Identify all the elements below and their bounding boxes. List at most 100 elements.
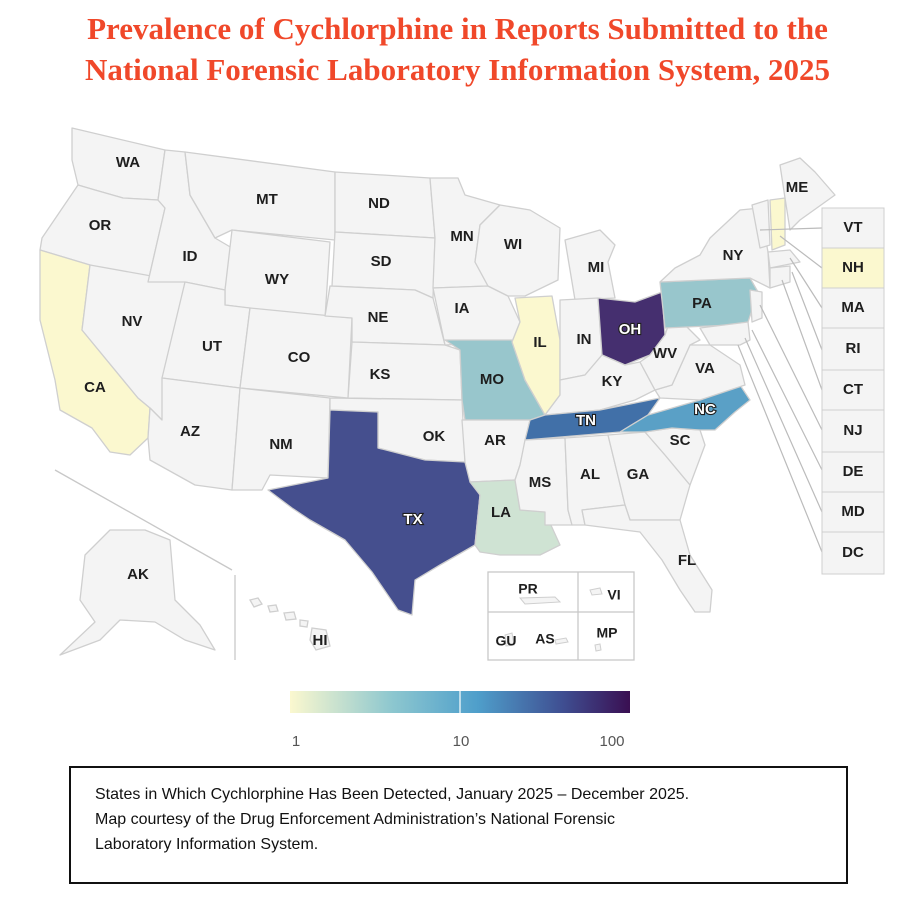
label-AK: AK xyxy=(127,566,149,583)
territory-GU-shape[interactable] xyxy=(504,632,515,647)
state-AK[interactable] xyxy=(59,529,216,656)
legend-tick-100: 100 xyxy=(599,733,624,750)
map-title: Prevalence of Cychlorphine in Reports Su… xyxy=(0,8,915,90)
caption-line-2: Map courtesy of the Drug Enforcement Adm… xyxy=(95,811,615,828)
territory-VI-shape[interactable] xyxy=(589,587,603,596)
state-MI[interactable] xyxy=(564,229,616,301)
map-title-line-1: Prevalence of Cychlorphine in Reports Su… xyxy=(87,11,828,46)
territory-MP-shape[interactable] xyxy=(594,643,602,652)
leader-RI xyxy=(791,271,823,351)
label-PA: PA xyxy=(692,295,712,312)
label-ME: ME xyxy=(786,179,809,196)
side-box-DC[interactable] xyxy=(821,531,885,575)
leader-NH xyxy=(779,235,823,269)
label-WI: WI xyxy=(504,236,522,253)
label-MD: MD xyxy=(841,503,864,520)
legend-tick-1: 1 xyxy=(292,733,300,750)
state-NH[interactable] xyxy=(769,197,786,251)
label-HI: HI xyxy=(313,632,328,649)
side-box-VT[interactable] xyxy=(821,207,885,249)
label-MT: MT xyxy=(256,191,278,208)
label-CA: CA xyxy=(84,379,106,396)
label-TN: TN xyxy=(576,412,596,429)
leader-CT xyxy=(781,279,823,391)
territories-inset xyxy=(487,571,635,661)
leader-DE xyxy=(751,329,823,471)
state-ME[interactable] xyxy=(779,157,836,231)
state-HI-island-4[interactable] xyxy=(299,619,309,628)
label-AR: AR xyxy=(484,432,506,449)
alaska-separator xyxy=(54,469,233,571)
label-DC: DC xyxy=(842,544,864,561)
label-SC: SC xyxy=(670,432,691,449)
state-CT[interactable] xyxy=(769,265,791,289)
label-AZ: AZ xyxy=(180,423,200,440)
color-legend: 1 10 100 xyxy=(290,691,630,750)
label-KS: KS xyxy=(370,366,391,383)
label-OH: OH xyxy=(619,321,642,338)
label-VT: VT xyxy=(843,219,862,236)
state-HI-island-2[interactable] xyxy=(267,604,279,613)
state-HI-island-5[interactable] xyxy=(309,627,331,651)
label-CT: CT xyxy=(843,381,863,398)
label-FL: FL xyxy=(678,552,696,569)
state-KY[interactable] xyxy=(544,354,656,416)
label-ND: ND xyxy=(368,195,390,212)
legend-tick-10: 10 xyxy=(453,733,470,750)
map-title-line-2: National Forensic Laboratory Information… xyxy=(84,52,831,87)
leader-NJ xyxy=(759,304,823,431)
label-NM: NM xyxy=(269,436,292,453)
state-VT[interactable] xyxy=(751,199,771,249)
label-IA: IA xyxy=(455,300,470,317)
territory-PR-shape[interactable] xyxy=(518,596,562,605)
leader-VT xyxy=(759,227,823,231)
label-SD: SD xyxy=(371,253,392,270)
label-MA: MA xyxy=(841,299,864,316)
label-UT: UT xyxy=(202,338,222,355)
state-WI[interactable] xyxy=(474,204,561,297)
label-MN: MN xyxy=(450,228,473,245)
state-NY[interactable] xyxy=(659,207,771,289)
label-AS: AS xyxy=(535,631,554,647)
state-MD[interactable] xyxy=(699,321,751,346)
label-PR: PR xyxy=(518,581,537,597)
label-VA: VA xyxy=(695,360,715,377)
state-HI-island-3[interactable] xyxy=(283,611,297,621)
territory-AS-shape[interactable] xyxy=(554,637,569,645)
state-FL[interactable] xyxy=(581,504,713,613)
label-CO: CO xyxy=(288,349,311,366)
label-OR: OR xyxy=(89,217,112,234)
label-IL: IL xyxy=(533,334,546,351)
side-box-MA[interactable] xyxy=(821,287,885,329)
state-NC[interactable] xyxy=(619,384,751,433)
label-MO: MO xyxy=(480,371,504,388)
state-NJ[interactable] xyxy=(749,289,763,323)
side-box-NH[interactable] xyxy=(821,247,885,289)
label-OK: OK xyxy=(423,428,446,445)
map-caption: States in Which Cychlorphine Has Been De… xyxy=(69,766,848,884)
territories-frame xyxy=(487,571,635,661)
side-box-RI[interactable] xyxy=(821,327,885,371)
leader-MD xyxy=(744,337,823,513)
state-MA[interactable] xyxy=(767,249,801,269)
state-TX[interactable] xyxy=(267,409,481,616)
label-ID: ID xyxy=(183,248,198,265)
label-WA: WA xyxy=(116,154,140,171)
side-box-CT[interactable] xyxy=(821,369,885,411)
label-NJ: NJ xyxy=(843,422,862,439)
label-IN: IN xyxy=(577,331,592,348)
label-RI: RI xyxy=(846,340,861,357)
label-NE: NE xyxy=(368,309,389,326)
label-KY: KY xyxy=(602,373,623,390)
label-WV: WV xyxy=(653,345,677,362)
label-LA: LA xyxy=(491,504,511,521)
side-box-NJ[interactable] xyxy=(821,409,885,453)
state-HI-island-1[interactable] xyxy=(249,597,263,608)
state-KS[interactable] xyxy=(347,341,463,401)
label-NY: NY xyxy=(723,247,744,264)
label-DE: DE xyxy=(843,463,864,480)
caption-line-3: Laboratory Information System. xyxy=(95,836,319,853)
side-box-DE[interactable] xyxy=(821,451,885,493)
leader-MA xyxy=(789,257,823,309)
